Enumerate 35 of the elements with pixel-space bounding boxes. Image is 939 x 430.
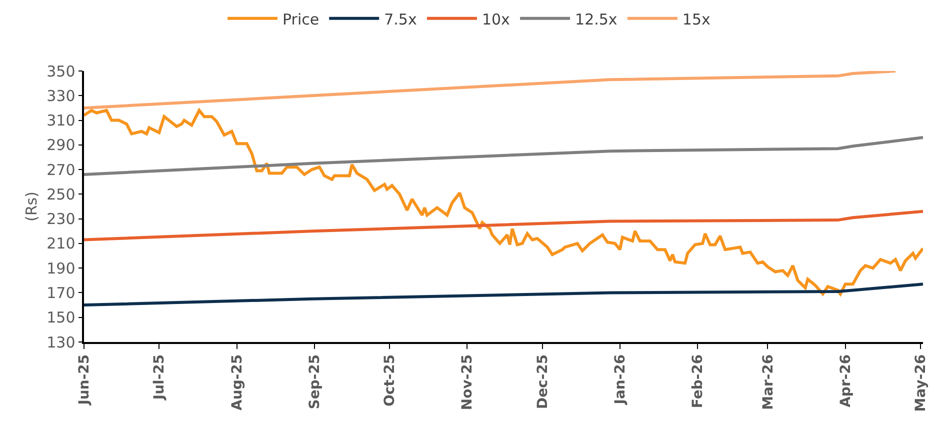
y-tick-label: 210 (46, 234, 76, 253)
legend-label: 7.5x (384, 10, 417, 28)
y-tick-label: 230 (46, 210, 76, 228)
legend-label: 12.5x (575, 10, 618, 28)
legend-label: 15x (682, 10, 711, 28)
x-tick-label: Aug-25 (229, 354, 246, 410)
line-series (84, 71, 897, 110)
line-series (84, 136, 923, 176)
x-tick-label: Jul-25 (152, 354, 168, 401)
x-tick-label: Mar-26 (760, 354, 776, 410)
y-tick-label: 250 (46, 185, 76, 204)
x-tick-label: Feb-26 (690, 354, 706, 408)
x-tick-label: Jan-26 (612, 354, 629, 406)
y-tick-label: 170 (46, 284, 76, 302)
x-tick-label: May-26 (913, 354, 930, 412)
x-tick-label: Jun-25 (76, 354, 93, 406)
y-tick-label: 350 (46, 62, 76, 80)
line-series (84, 282, 923, 307)
x-tick-label: Apr-26 (838, 354, 854, 408)
legend-label: Price (282, 10, 320, 28)
y-tick-label: 150 (46, 308, 76, 327)
x-tick-label: Oct-25 (382, 354, 398, 407)
x-tick-label: Nov-25 (460, 354, 476, 410)
y-axis-title: (Rs) (22, 192, 40, 222)
y-tick-label: 270 (46, 160, 76, 179)
y-tick-label: 290 (46, 136, 76, 154)
line-series (84, 108, 923, 296)
legend-label: 10x (482, 10, 510, 28)
x-tick-label: Sep-25 (306, 354, 323, 410)
y-tick-label: 130 (46, 333, 76, 352)
y-tick-label: 310 (46, 112, 76, 130)
y-tick-label: 330 (46, 86, 76, 105)
line-series (84, 210, 923, 242)
y-tick-label: 190 (46, 259, 76, 278)
x-tick-label: Dec-25 (534, 354, 551, 410)
